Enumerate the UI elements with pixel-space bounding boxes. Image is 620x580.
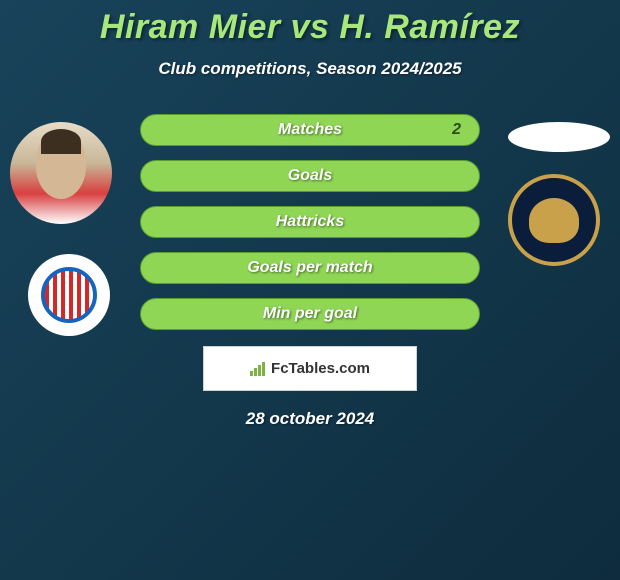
stat-row-min-per-goal: Min per goal (140, 298, 480, 330)
stat-row-goals-per-match: Goals per match (140, 252, 480, 284)
page-title: Hiram Mier vs H. Ramírez (0, 0, 620, 47)
subtitle: Club competitions, Season 2024/2025 (0, 59, 620, 79)
stat-label: Hattricks (276, 213, 344, 231)
watermark-text: FcTables.com (271, 360, 370, 377)
bar-chart-icon (250, 362, 265, 376)
stat-label: Min per goal (263, 305, 357, 323)
face-placeholder (36, 134, 86, 199)
stat-label: Goals (288, 167, 332, 185)
stat-row-goals: Goals (140, 160, 480, 192)
stat-row-matches: Matches 2 (140, 114, 480, 146)
stat-rows: Matches 2 Goals Hattricks Goals per matc… (140, 114, 480, 330)
date-text: 28 october 2024 (0, 409, 620, 429)
stat-value-right: 2 (452, 121, 461, 139)
comparison-area: Matches 2 Goals Hattricks Goals per matc… (0, 114, 620, 429)
stat-label: Matches (278, 121, 342, 139)
stat-label: Goals per match (247, 259, 372, 277)
player-left-avatar (10, 122, 112, 224)
club-logo-right (508, 174, 600, 266)
player-right-avatar-placeholder (508, 122, 610, 152)
watermark: FcTables.com (203, 346, 417, 391)
club-logo-left (28, 254, 110, 336)
stat-row-hattricks: Hattricks (140, 206, 480, 238)
